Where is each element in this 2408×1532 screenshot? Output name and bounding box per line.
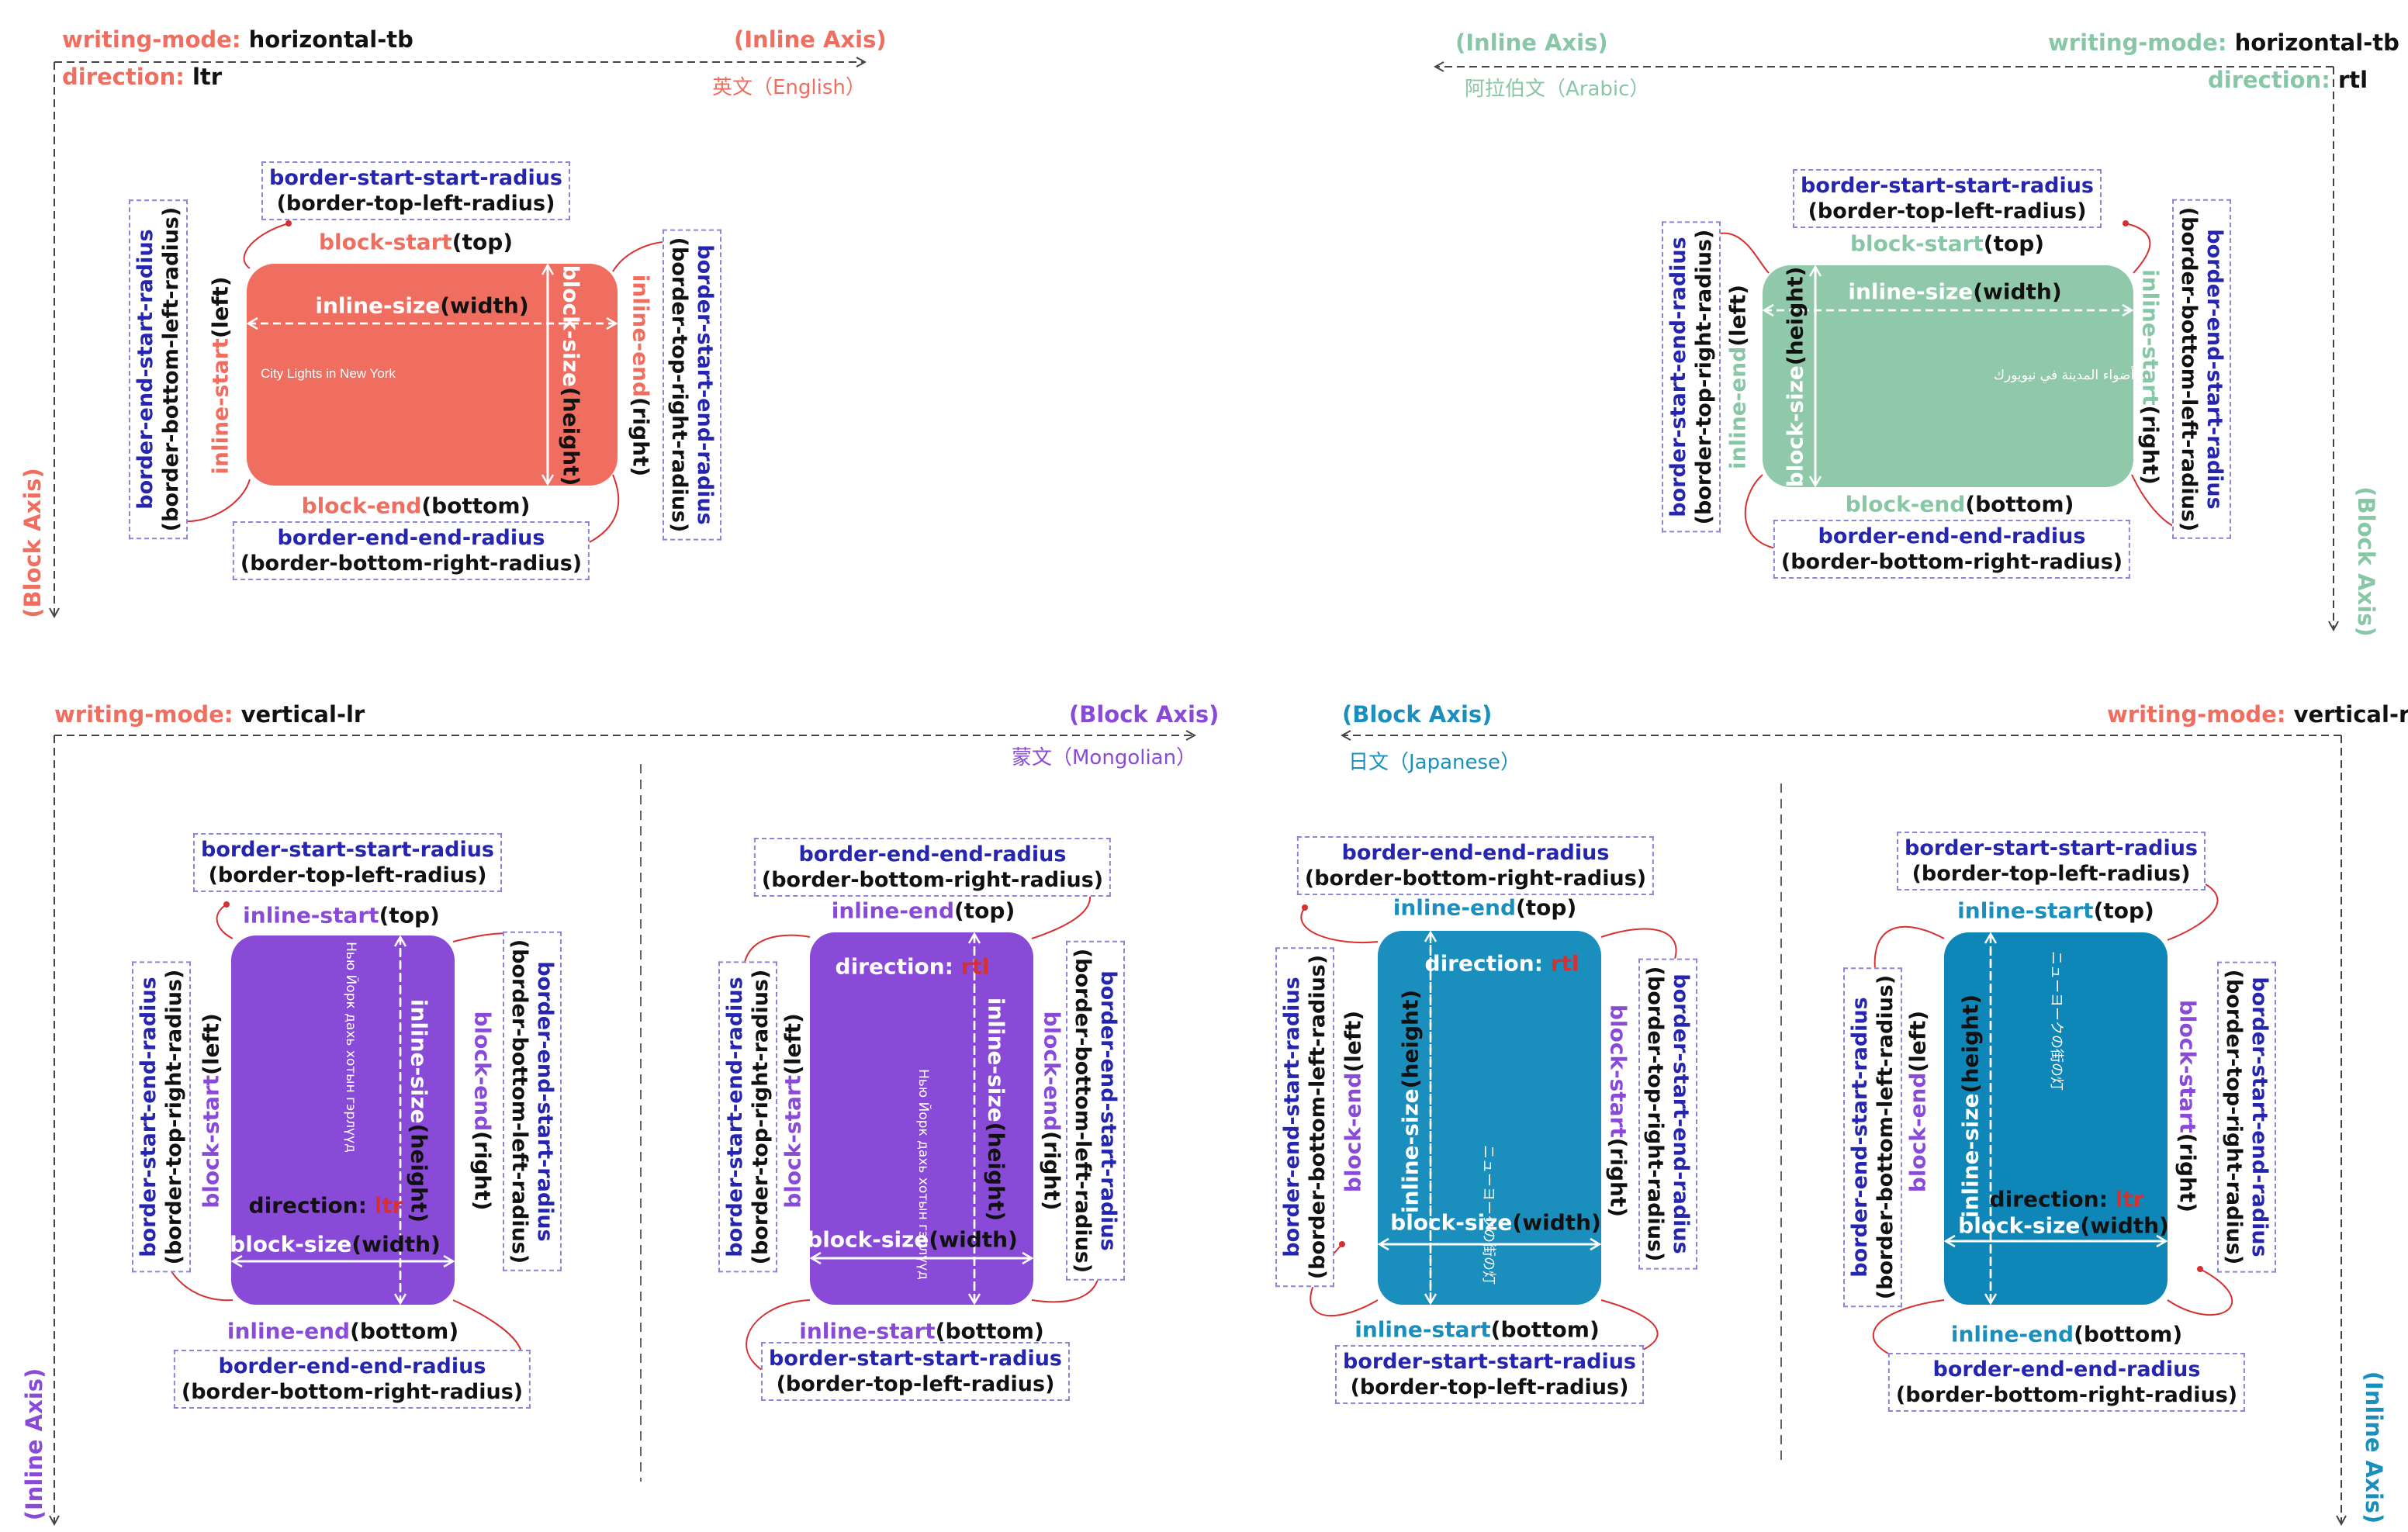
q4l-top: inline-end(top) <box>1393 894 1577 921</box>
q1-axes <box>54 62 865 617</box>
q3-block-axis-label: (Block Axis) <box>1069 701 1220 728</box>
q2-corner-left-label: border-start-end-radius (border-top-right… <box>1662 221 1721 533</box>
q1-inline-end: inline-end(right) <box>628 274 654 477</box>
q4r-inline-size: inline-size(height) <box>1957 994 1984 1219</box>
q4r-direction: direction: ltr <box>1989 1186 2144 1212</box>
q4l-corner-top-label: border-end-end-radius (border-bottom-righ… <box>1296 836 1655 895</box>
q3l-top: inline-start(top) <box>243 902 440 929</box>
q1-block-size: block-size(height) <box>558 265 584 486</box>
q3-writing-mode: writing-mode: vertical-lr <box>54 701 365 728</box>
q4-axes <box>1342 735 2341 1524</box>
q4l-corner-bottom-label: border-start-start-radius (border-top-lef… <box>1334 1345 1645 1404</box>
q1-corner-left-label: border-end-start-radius (border-bottom-le… <box>129 199 188 540</box>
q1-block-end: block-end(bottom) <box>301 493 531 519</box>
q2-inline-size: inline-size(width) <box>1848 278 2062 305</box>
q3l-sample-text: Нью Йорк дахь хотын гэрлүүд <box>343 942 358 1153</box>
q3l-left: block-start(left) <box>198 1013 224 1209</box>
q4l-inline-size: inline-size(height) <box>1397 989 1424 1214</box>
q3l-inline-size: inline-size(height) <box>406 998 432 1223</box>
q3r-direction: direction: rtl <box>835 953 990 980</box>
q3r-box <box>810 932 1033 1305</box>
q2-inline-end: inline-end(left) <box>1725 285 1751 469</box>
q1-inline-start: inline-start(left) <box>207 276 234 475</box>
q4l-direction: direction: rtl <box>1424 950 1579 977</box>
q4r-sample-text: ニューヨークの街の灯 <box>2048 951 2064 1091</box>
q4r-right: block-start(right) <box>2174 999 2201 1213</box>
q4l-bottom: inline-start(bottom) <box>1354 1316 1600 1343</box>
q2-inline-start: inline-start(right) <box>2137 269 2164 485</box>
q1-inline-axis-label: (Inline Axis) <box>734 26 887 53</box>
q3l-corner-top-label: border-start-start-radius (border-top-lef… <box>192 833 503 892</box>
q3r-corner-right-label: border-end-start-radius (border-bottom-le… <box>1066 940 1125 1281</box>
q1-corner-right-label: border-start-end-radius (border-top-right… <box>663 229 721 541</box>
q1-corner-bottom-label: border-end-end-radius (border-bottom-righ… <box>232 521 590 580</box>
q3r-corner-bottom-label: border-start-start-radius (border-top-lef… <box>760 1342 1071 1401</box>
q1-inline-size: inline-size(width) <box>315 292 529 319</box>
pane-dividers <box>640 764 1782 1482</box>
q2-corner-right-label: border-end-start-radius (border-bottom-le… <box>2172 199 2231 540</box>
q4r-top: inline-start(top) <box>1957 897 2154 924</box>
q2-direction: direction: rtl <box>2208 67 2368 93</box>
q3l-corner-right-label: border-end-start-radius (border-bottom-le… <box>503 931 562 1272</box>
q4l-box <box>1378 931 1601 1305</box>
q3r-left: block-start(left) <box>780 1013 806 1209</box>
q4l-corner-right-label: border-start-end-radius (border-top-right… <box>1638 958 1697 1270</box>
q1-language-label: 英文（English） <box>712 76 866 99</box>
q2-axes <box>1435 67 2334 630</box>
q1-sample-text: City Lights in New York <box>261 366 396 381</box>
q3r-right: block-end(right) <box>1039 1011 1065 1211</box>
q4r-bottom: inline-end(bottom) <box>1950 1321 2183 1347</box>
q4-writing-mode: writing-mode: vertical-rl <box>2107 701 2408 728</box>
q4l-corner-left-label: border-end-start-radius (border-bottom-le… <box>1275 946 1334 1288</box>
q3l-block-size: block-size(width) <box>230 1231 441 1257</box>
q4r-corner-bottom-label: border-end-end-radius (border-bottom-righ… <box>1887 1353 2246 1412</box>
q4-inline-axis-label: (Inline Axis) <box>2361 1371 2387 1524</box>
q3l-right: block-end(right) <box>469 1011 496 1211</box>
q3-inline-axis-label: (Inline Axis) <box>21 1368 47 1521</box>
q2-block-start: block-start(top) <box>1849 230 2045 257</box>
q2-block-axis-label: (Block Axis) <box>2353 486 2379 637</box>
q1-box <box>247 264 618 486</box>
q2-block-size: block-size(height) <box>1782 266 1808 488</box>
q1-block-axis-label: (Block Axis) <box>19 468 46 618</box>
q4l-right: block-start(right) <box>1605 1004 1631 1218</box>
q4l-block-size: block-size(width) <box>1390 1209 1601 1236</box>
q3l-corner-left-label: border-start-end-radius (border-top-right… <box>132 961 191 1273</box>
q4l-left: block-end(left) <box>1340 1010 1366 1193</box>
q2-language-label: 阿拉伯文（Arabic） <box>1465 78 1650 101</box>
q3-language-label: 蒙文（Mongolian） <box>1012 746 1197 769</box>
q2-corner-bottom-label: border-end-end-radius (border-bottom-righ… <box>1773 520 2131 579</box>
q2-sample-text: أضواء المدينة في نيويورك <box>1994 368 2135 383</box>
q3l-direction: direction: ltr <box>248 1192 403 1219</box>
q2-box <box>1763 265 2133 487</box>
q3l-box <box>231 935 455 1305</box>
q4-block-axis-label: (Block Axis) <box>1342 701 1493 728</box>
q3r-block-size: block-size(width) <box>807 1226 1018 1253</box>
q4r-box <box>1944 932 2168 1305</box>
q4r-corner-right-label: border-start-end-radius (border-top-right… <box>2217 961 2276 1273</box>
q4r-corner-top-label: border-start-start-radius (border-top-lef… <box>1896 832 2206 890</box>
q3l-bottom: inline-end(bottom) <box>227 1318 459 1344</box>
q2-writing-mode: writing-mode: horizontal-tb <box>2048 29 2399 56</box>
q3-axes <box>54 735 1195 1524</box>
q2-block-end: block-end(bottom) <box>1845 491 2074 517</box>
q1-block-start: block-start(top) <box>318 229 514 255</box>
q3r-inline-size: inline-size(height) <box>983 997 1009 1222</box>
q2-corner-top-label: border-start-start-radius (border-top-lef… <box>1792 169 2102 228</box>
q2-inline-axis-label: (Inline Axis) <box>1455 29 1608 56</box>
q1-direction: direction: ltr <box>62 64 223 90</box>
q4r-block-size: block-size(width) <box>1958 1212 2169 1239</box>
q1-corner-top-label: border-start-start-radius (border-top-lef… <box>261 161 571 220</box>
q4r-corner-left-label: border-end-start-radius (border-bottom-le… <box>1843 967 1902 1308</box>
q3l-corner-bottom-label: border-end-end-radius (border-bottom-righ… <box>173 1350 531 1409</box>
q3r-top: inline-end(top) <box>831 897 1015 924</box>
q4-language-label: 日文（Japanese） <box>1348 751 1521 774</box>
q3r-corner-top-label: border-end-end-radius (border-bottom-righ… <box>753 838 1112 897</box>
q3r-corner-left-label: border-start-end-radius (border-top-right… <box>718 961 777 1273</box>
q3r-bottom: inline-start(bottom) <box>799 1318 1044 1344</box>
q4r-left: block-end(left) <box>1905 1010 1931 1193</box>
q1-writing-mode: writing-mode: horizontal-tb <box>62 26 413 53</box>
